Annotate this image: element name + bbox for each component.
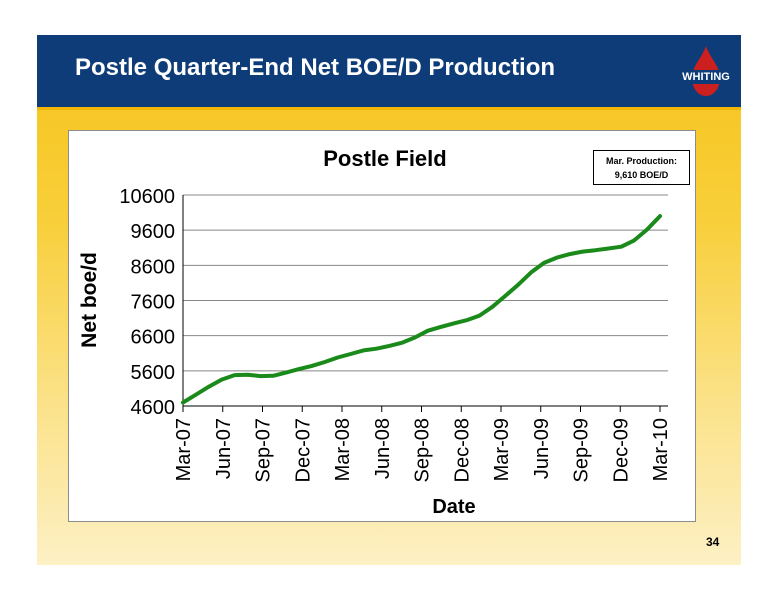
y-tick-labels: 4600 5600 6600 7600 8600 9600 10600: [119, 186, 175, 419]
y-tick-label: 8600: [131, 256, 176, 278]
logo-text: WHITING: [682, 71, 730, 83]
x-tick-label: Mar-09: [491, 418, 513, 481]
chart-axes: [182, 195, 668, 412]
y-tick-label: 7600: [131, 292, 176, 314]
y-tick-label: 5600: [131, 362, 176, 384]
production-callout: Mar. Production: 9,610 BOE/D: [593, 150, 690, 185]
series-line: [181, 214, 662, 405]
x-tick-label: Jun-07: [213, 418, 235, 479]
x-tick-label: Sep-07: [253, 418, 275, 483]
header-divider: [37, 107, 741, 110]
x-tick-label: Mar-07: [173, 418, 195, 481]
x-tick-label: Sep-08: [412, 418, 434, 483]
chart-title: Postle Field: [323, 146, 447, 171]
x-tick-label: Dec-09: [610, 418, 632, 482]
x-tick-label: Dec-08: [451, 418, 473, 482]
x-tick-label: Jun-08: [372, 418, 394, 479]
y-axis-title: Net boe/d: [78, 252, 101, 348]
callout-value: 9,610 BOE/D: [614, 170, 669, 180]
whiting-logo-icon: [678, 46, 734, 96]
y-tick-label: 10600: [119, 186, 175, 208]
page-number: 34: [706, 535, 720, 549]
slide-header: [37, 35, 741, 107]
x-tick-label: Jun-09: [531, 418, 553, 479]
x-tick-label: Mar-10: [650, 418, 672, 481]
callout-label: Mar. Production:: [605, 156, 677, 166]
y-tick-label: 9600: [131, 221, 176, 243]
y-tick-label: 6600: [131, 327, 176, 349]
x-tick-label: Sep-09: [571, 418, 593, 483]
slide-title: Postle Quarter-End Net BOE/D Production: [75, 54, 556, 81]
x-axis-title: Date: [432, 496, 476, 518]
x-tick-label: Dec-07: [292, 418, 314, 482]
series-layer: [181, 214, 662, 405]
x-tick-labels: Mar-07 Jun-07 Sep-07 Dec-07 Mar-08 Jun-08 Sep-…: [173, 418, 672, 483]
y-tick-label: 4600: [131, 397, 176, 419]
x-tick-label: Mar-08: [332, 418, 354, 481]
